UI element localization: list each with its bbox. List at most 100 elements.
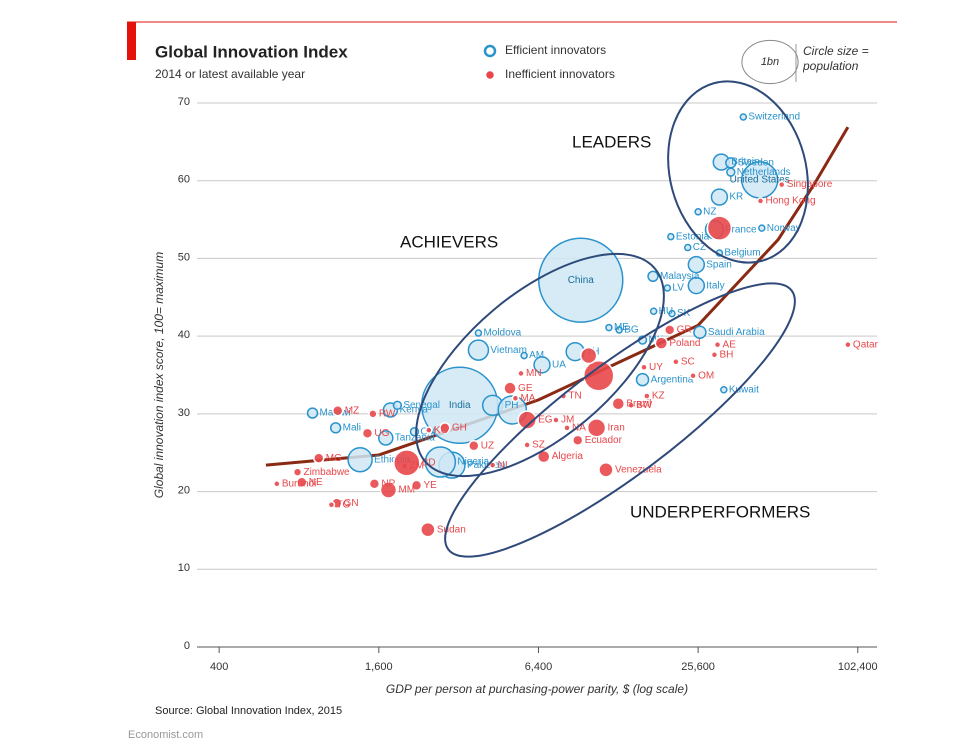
bubble: [517, 410, 537, 430]
point-label: Ecuador: [585, 435, 623, 446]
point-label: Burundi: [282, 478, 316, 489]
point-label: Qatar: [853, 339, 879, 350]
red-tag: [127, 22, 136, 60]
bubble: [361, 427, 374, 439]
point-label: SC: [681, 356, 695, 367]
bubble: [292, 467, 303, 477]
bubble: [672, 358, 680, 366]
point-label: Switzerland: [748, 112, 800, 123]
x-tick-label: 1,600: [365, 661, 393, 673]
point-label: Tanzania: [395, 433, 435, 444]
point-label: Argentina: [651, 374, 694, 385]
bubble: [582, 360, 615, 392]
point-label: China: [568, 275, 595, 286]
bubble: [710, 351, 719, 359]
bubble: [329, 422, 342, 434]
point-label: Poland: [669, 338, 700, 349]
point-label: India: [449, 400, 471, 411]
bubble: [503, 381, 517, 395]
point-label: TN: [568, 391, 581, 402]
point-label: GH: [452, 422, 467, 433]
bubble: [392, 400, 403, 411]
bubble: [273, 480, 281, 488]
bubble: [687, 276, 706, 295]
achievers-ellipse: [415, 252, 665, 478]
point-label: AE: [723, 339, 737, 350]
bubble: [654, 336, 669, 350]
point-label: SZ: [532, 440, 545, 451]
point-label: UA: [552, 360, 566, 371]
size-legend-label: 1bn: [761, 56, 779, 68]
bubble: [523, 441, 531, 449]
point-label: GR: [677, 325, 692, 336]
bubble: [627, 401, 635, 410]
bubble: [615, 326, 623, 334]
annotation: UNDERPERFORMERS: [630, 502, 810, 521]
point-label: Moldova: [483, 328, 521, 339]
legend-marker: [483, 68, 497, 82]
bubble: [635, 372, 650, 387]
bubble: [710, 188, 729, 206]
point-label: Algeria: [552, 451, 584, 462]
point-label: BW: [636, 400, 653, 411]
bubble: [586, 418, 607, 438]
annotation: ACHIEVERS: [400, 232, 498, 251]
point-label: Malaysia: [660, 271, 700, 282]
bubble: [572, 434, 584, 446]
point-label: Mali: [343, 422, 361, 433]
point-label: Singapore: [787, 179, 833, 190]
credit: Economist.com: [128, 729, 203, 738]
bubble: [552, 416, 560, 424]
x-tick-label: 6,400: [525, 661, 553, 673]
bubble: [667, 232, 675, 241]
y-axis-label: Global innovation index score, 100= maxi…: [152, 252, 166, 498]
point-label: GE: [518, 383, 533, 394]
bubble: [393, 449, 421, 477]
bubble: [538, 237, 624, 323]
legend-label: Inefficient innovators: [505, 67, 615, 81]
point-label: Ethiopia: [374, 454, 411, 465]
bubble: [643, 392, 651, 400]
bubble: [296, 476, 308, 488]
point-label: Vietnam: [490, 345, 527, 356]
point-label: ME: [614, 322, 629, 333]
bubble: [474, 329, 483, 337]
bubble: [687, 255, 706, 274]
point-label: Pakistan: [467, 460, 505, 471]
point-label: UG: [374, 428, 389, 439]
y-tick-label: 10: [178, 562, 190, 574]
bubble: [488, 461, 497, 469]
bubble: [640, 363, 648, 371]
point-label: BG: [624, 325, 639, 336]
point-label: LV: [672, 283, 684, 294]
leaders-ellipse: [667, 80, 809, 264]
bubble: [605, 323, 613, 332]
point-label: Belgium: [724, 248, 760, 259]
y-tick-label: 70: [178, 96, 190, 108]
point-label: Iran: [608, 422, 625, 433]
point-label: Zimbabwe: [303, 467, 350, 478]
point-label: Italy: [706, 280, 724, 291]
point-label: KZ: [652, 391, 665, 402]
x-tick-label: 400: [210, 661, 228, 673]
bubble: [689, 372, 697, 380]
legend-marker: [483, 44, 497, 58]
size-legend-text: Circle size = population: [803, 44, 869, 73]
bubble: [468, 440, 480, 452]
plot-area: 0 10 20 30 40 50 60 70 400 1,600 6,400 25,600 102,40…: [178, 96, 879, 673]
point-label: ZM: [410, 461, 424, 472]
y-tick-label: 30: [178, 407, 190, 419]
bubble: [756, 197, 765, 205]
legend-label: Efficient innovators: [505, 43, 606, 57]
point-label: Kuwait: [729, 384, 759, 395]
bubble: [693, 325, 707, 340]
bubble: [347, 446, 373, 473]
point-label: Spain: [706, 259, 732, 270]
source: Source: Global Innovation Index, 2015: [155, 705, 342, 717]
point-label: RW: [379, 408, 396, 419]
point-label: Norway: [767, 223, 801, 234]
bubble: [420, 521, 436, 538]
bubble: [663, 324, 676, 336]
